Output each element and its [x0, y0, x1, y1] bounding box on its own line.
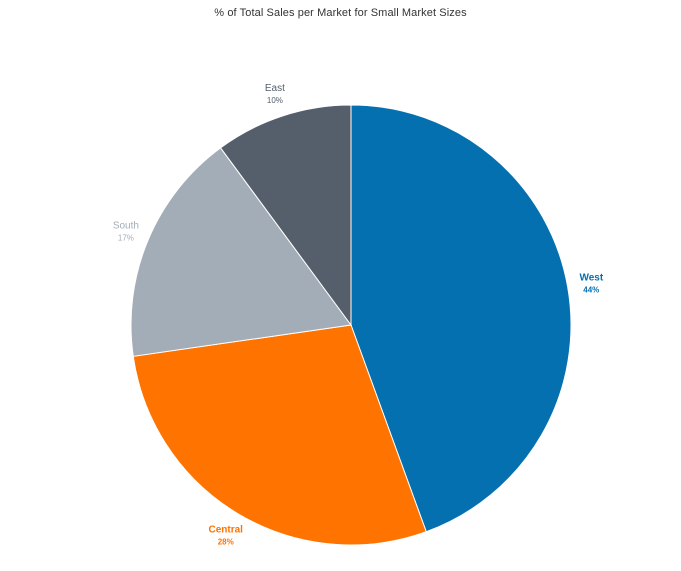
slice-percent-central: 28%: [218, 537, 234, 546]
slice-percent-east: 10%: [267, 96, 283, 105]
slice-label-central: Central: [208, 524, 243, 535]
pie-slice-south[interactable]: [130, 147, 352, 357]
slice-label-south: South: [113, 221, 139, 232]
slice-percent-west: 44%: [583, 286, 599, 295]
pie-slice-west[interactable]: [350, 104, 572, 533]
slice-label-east: East: [265, 83, 285, 94]
chart-title: % of Total Sales per Market for Small Ma…: [214, 7, 467, 19]
pie-slice-central[interactable]: [132, 324, 427, 546]
slice-label-west: West: [579, 273, 603, 284]
slice-percent-south: 17%: [118, 234, 134, 243]
pie-slice-east[interactable]: [219, 104, 352, 327]
